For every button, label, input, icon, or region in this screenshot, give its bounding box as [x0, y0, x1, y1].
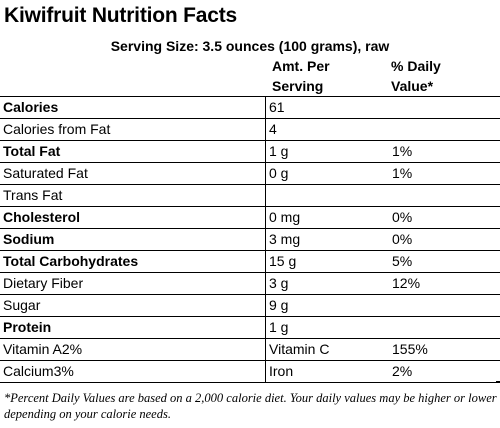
nutrition-table: Calories 61 Calories from Fat 4 Total Fat 1 g… [0, 96, 500, 383]
amount-cell: 9 g [265, 294, 389, 317]
daily-value-cell [389, 118, 500, 141]
amount-cell: 3 mg [265, 228, 389, 251]
table-row: Sugar 9 g [0, 294, 500, 317]
amount-cell: 4 [265, 118, 389, 141]
amount-cell: 3 g [265, 272, 389, 295]
footnote: *Percent Daily Values are based on a 2,0… [4, 391, 497, 421]
amount-cell: 0 mg [265, 206, 389, 229]
divider [496, 381, 500, 382]
amount-cell: 1 g [265, 140, 389, 163]
amount-cell: Vitamin C [265, 338, 389, 361]
amount-cell: 61 [265, 96, 389, 119]
table-row: Saturated Fat 0 g 1% [0, 162, 500, 185]
daily-value-cell: 0% [389, 228, 500, 251]
table-row: Calories from Fat 4 [0, 118, 500, 141]
daily-value-cell: 1% [389, 140, 500, 163]
table-row: Calories 61 [0, 96, 500, 119]
table-row: Trans Fat [0, 184, 500, 207]
daily-value-cell: 155% [389, 338, 500, 361]
amount-header-line2: Serving [272, 78, 324, 94]
table-row: Total Fat 1 g 1% [0, 140, 500, 163]
nutrient-label: Calcium3% [0, 360, 266, 383]
table-row: Sodium 3 mg 0% [0, 228, 500, 251]
daily-value-header-line1: % Daily [391, 58, 441, 74]
amount-cell: 15 g [265, 250, 389, 273]
nutrient-label: Protein [0, 316, 266, 339]
nutrient-label: Vitamin A2% [0, 338, 266, 361]
daily-value-header-line2: Value* [391, 78, 434, 94]
daily-value-cell [389, 316, 500, 339]
daily-value-cell [389, 184, 500, 207]
nutrient-label: Sodium [0, 228, 266, 251]
nutrient-label: Dietary Fiber [0, 272, 266, 295]
table-row: Vitamin A2% Vitamin C 155% [0, 338, 500, 361]
daily-value-cell: 5% [389, 250, 500, 273]
nutrient-label: Saturated Fat [0, 162, 266, 185]
page-title: Kiwifruit Nutrition Facts [4, 4, 237, 27]
table-row: Cholesterol 0 mg 0% [0, 206, 500, 229]
amount-cell: Iron [265, 360, 389, 383]
amount-cell: 1 g [265, 316, 389, 339]
nutrient-label: Calories from Fat [0, 118, 266, 141]
amount-cell: 0 g [265, 162, 389, 185]
daily-value-cell: 2% [389, 360, 500, 383]
amount-header-line1: Amt. Per [272, 58, 330, 74]
nutrient-label: Trans Fat [0, 184, 266, 207]
daily-value-cell [389, 294, 500, 317]
nutrient-label: Cholesterol [0, 206, 266, 229]
nutrient-label: Calories [0, 96, 266, 119]
table-row: Dietary Fiber 3 g 12% [0, 272, 500, 295]
table-row: Calcium3% Iron 2% [0, 360, 500, 383]
daily-value-cell [389, 96, 500, 119]
serving-size: Serving Size: 3.5 ounces (100 grams), ra… [110, 38, 390, 54]
amount-per-serving-header: Amt. Per Serving [272, 56, 330, 96]
daily-value-header: % Daily Value* [391, 56, 441, 96]
daily-value-cell: 1% [389, 162, 500, 185]
table-row: Protein 1 g [0, 316, 500, 339]
nutrient-label: Total Fat [0, 140, 266, 163]
nutrient-label: Total Carbohydrates [0, 250, 266, 273]
daily-value-cell: 0% [389, 206, 500, 229]
table-row: Total Carbohydrates 15 g 5% [0, 250, 500, 273]
nutrient-label: Sugar [0, 294, 266, 317]
amount-cell [265, 184, 389, 207]
daily-value-cell: 12% [389, 272, 500, 295]
